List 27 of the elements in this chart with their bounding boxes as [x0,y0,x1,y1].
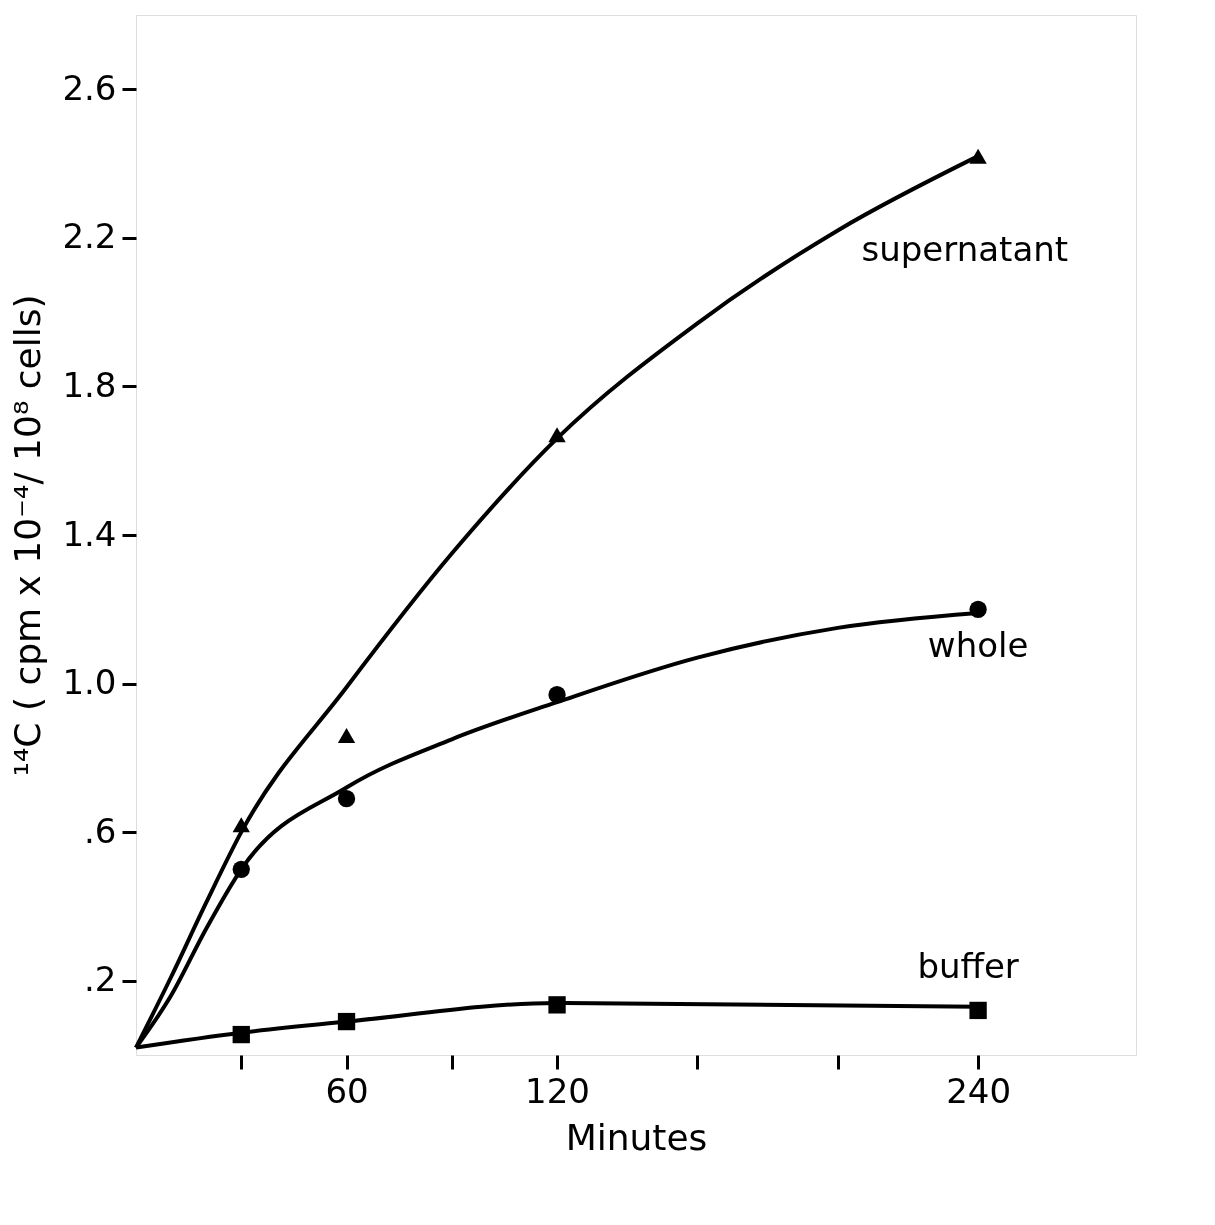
point [232,1025,250,1044]
text: supernatant [861,229,1069,270]
point [969,600,987,618]
series-label: whole [927,625,1029,666]
point [337,728,356,744]
point [232,817,250,833]
x-tick-label: 60 [325,1070,369,1111]
point [548,686,566,704]
y-tick-label: 2.6 [62,67,117,108]
y-tick-label: 2.2 [62,216,117,257]
point [969,1001,987,1020]
y-tick-label: 1.8 [62,364,117,405]
point [548,996,566,1014]
x-tick-label: 120 [525,1070,591,1111]
y-tick-label: .6 [84,810,117,851]
y-axis-title: ¹⁴C ( cpm x 10⁻⁴/ 10⁸ cells) [7,294,49,777]
point [548,427,566,443]
point [969,148,987,164]
y-tick-label: .2 [84,959,117,1000]
y-tick-label: 1.4 [62,513,117,554]
point [337,790,356,808]
point [232,860,250,878]
x-tick-label: 240 [946,1070,1012,1111]
point [337,1012,356,1031]
x-axis-title: Minutes [565,1116,708,1158]
series-label: buffer [917,946,1019,987]
y-tick-label: 1.0 [62,662,117,703]
